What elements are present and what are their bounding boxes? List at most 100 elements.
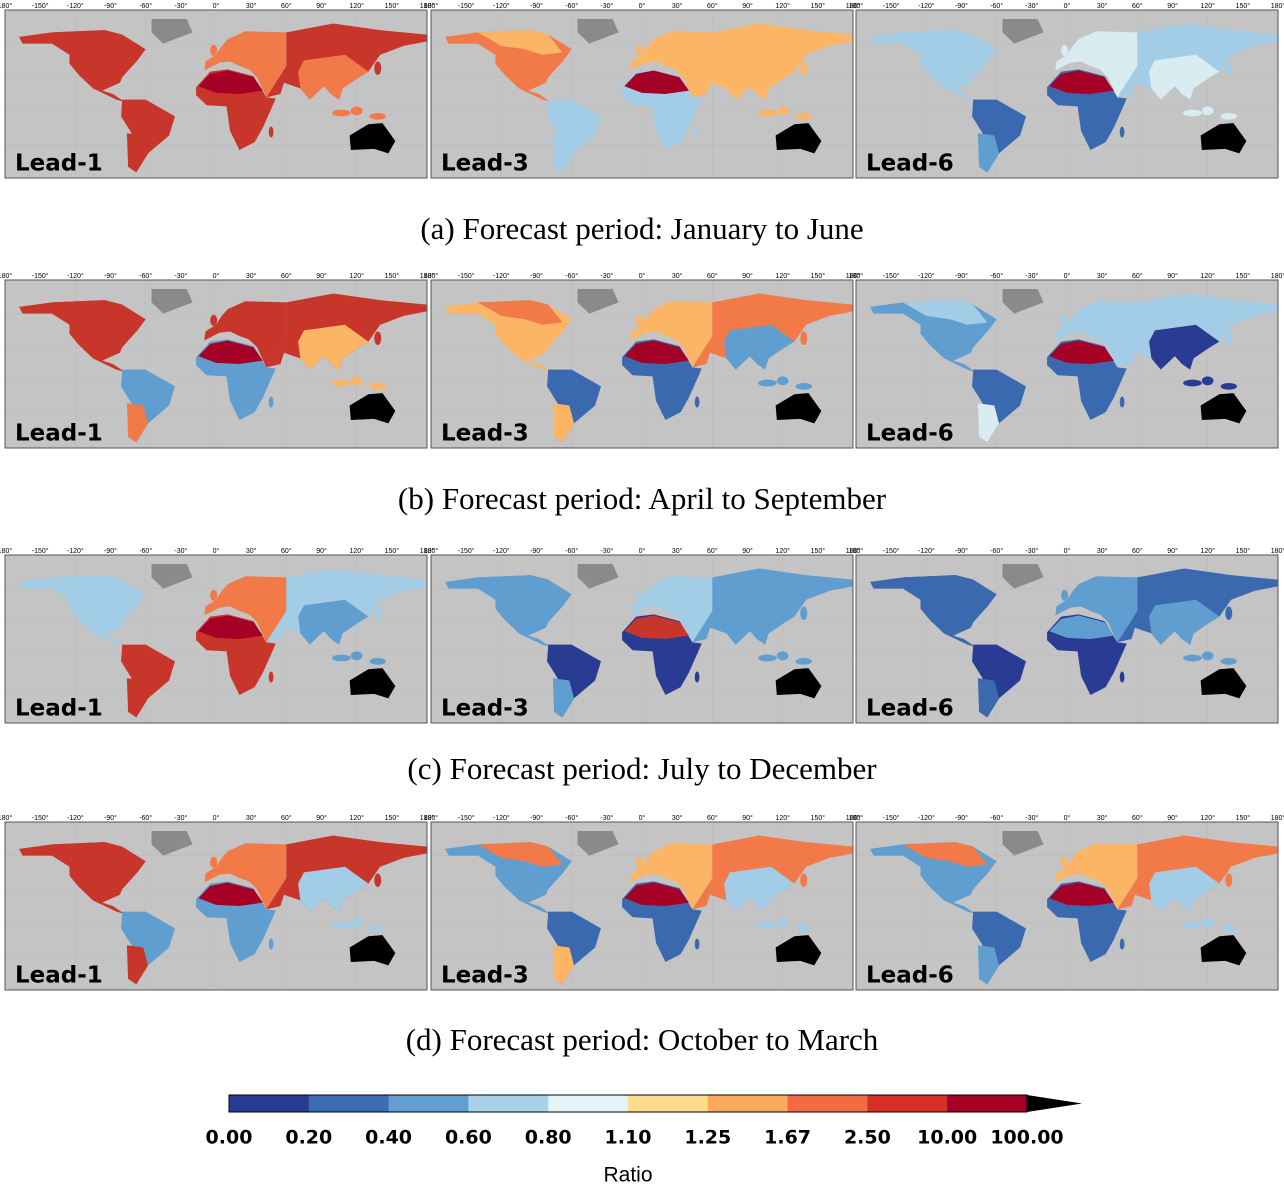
lon-tick-label: -60°	[139, 2, 152, 10]
colorbar-tick-label: 100.00	[990, 1127, 1063, 1149]
lon-tick-label: -90°	[530, 547, 543, 555]
lon-tick-label: 90°	[316, 547, 327, 555]
lon-tick-label: -120°	[918, 2, 935, 10]
lon-tick-label: -60°	[565, 814, 578, 822]
lon-tick-label: -30°	[600, 2, 613, 10]
lon-tick-label: 120°	[775, 547, 790, 555]
lon-tick-label: -120°	[493, 272, 510, 280]
lon-tick-label: 180°	[424, 272, 439, 280]
lon-tick-label: 60°	[707, 2, 718, 10]
lon-tick-label: -150°	[883, 814, 900, 822]
lead-label: Lead-3	[441, 421, 529, 447]
lon-tick-label: -30°	[174, 272, 187, 280]
lon-tick-label: -150°	[458, 814, 475, 822]
lon-tick-label: 30°	[246, 547, 257, 555]
lon-tick-label: 180°	[846, 272, 861, 280]
lon-tick-label: -90°	[955, 2, 968, 10]
lon-tick-label: -60°	[990, 272, 1003, 280]
lon-tick-label: 30°	[672, 814, 683, 822]
lead-label: Lead-6	[866, 421, 954, 447]
lon-tick-label: 150°	[1236, 2, 1251, 10]
lead-label: Lead-6	[866, 151, 954, 177]
panel-caption: (a) Forecast period: January to June	[420, 211, 863, 246]
lon-tick-label: 90°	[1167, 272, 1178, 280]
lon-tick-label: -30°	[600, 814, 613, 822]
lon-tick-label: 0°	[213, 272, 220, 280]
lon-tick-label: 30°	[246, 272, 257, 280]
lon-tick-label: 0°	[213, 814, 220, 822]
colorbar-label: Ratio	[603, 1164, 652, 1187]
lon-tick-label: 120°	[775, 2, 790, 10]
lon-tick-label: -60°	[139, 814, 152, 822]
lon-tick-label: -90°	[955, 272, 968, 280]
lon-tick-label: 90°	[742, 272, 753, 280]
lon-tick-label: -120°	[918, 547, 935, 555]
colorbar-tick-label: 0.60	[445, 1127, 492, 1149]
lon-tick-label: 0°	[639, 547, 646, 555]
lon-tick-label: -30°	[600, 547, 613, 555]
panel-caption: (d) Forecast period: October to March	[406, 1022, 879, 1057]
lon-tick-label: 180°	[0, 272, 12, 280]
colorbar-tick-label: 10.00	[917, 1127, 977, 1149]
lon-tick-label: -30°	[174, 2, 187, 10]
lon-tick-label: -60°	[990, 2, 1003, 10]
map-frame	[430, 821, 854, 991]
lon-tick-label: 180°	[1271, 814, 1284, 822]
colorbar-segment	[548, 1095, 629, 1112]
lon-tick-label: 180°	[849, 547, 864, 555]
lon-tick-label: -60°	[565, 547, 578, 555]
lon-tick-label: 60°	[1132, 814, 1143, 822]
lon-tick-label: 30°	[246, 2, 257, 10]
colorbar-tick-label: 0.20	[285, 1127, 332, 1149]
lon-tick-label: 60°	[1132, 547, 1143, 555]
map-frame	[4, 279, 428, 449]
lon-tick-label: 30°	[1097, 547, 1108, 555]
colorbar-tick-label: 0.00	[206, 1127, 253, 1149]
lon-tick-label: 0°	[639, 814, 646, 822]
lon-tick-label: 180°	[849, 814, 864, 822]
colorbar-tick-label: 1.10	[605, 1127, 652, 1149]
lon-tick-label: 120°	[775, 272, 790, 280]
lon-tick-label: -150°	[32, 2, 49, 10]
lon-tick-label: 60°	[281, 272, 292, 280]
lon-tick-label: -120°	[67, 814, 84, 822]
lon-tick-label: -150°	[883, 272, 900, 280]
lon-tick-label: -90°	[104, 272, 117, 280]
lon-tick-label: 180°	[1271, 272, 1284, 280]
lead-label: Lead-6	[866, 696, 954, 722]
lon-tick-label: 120°	[1200, 547, 1215, 555]
lon-tick-label: 180°	[420, 2, 435, 10]
colorbar-segment	[388, 1095, 469, 1112]
lon-tick-label: -90°	[104, 547, 117, 555]
lon-tick-label: -90°	[955, 547, 968, 555]
lon-tick-label: 150°	[811, 2, 826, 10]
lead-label: Lead-6	[866, 963, 954, 989]
lon-tick-label: 120°	[1200, 2, 1215, 10]
lon-tick-label: 180°	[0, 2, 12, 10]
map-frame	[855, 554, 1279, 724]
lon-tick-label: 90°	[1167, 814, 1178, 822]
lon-tick-label: 60°	[281, 547, 292, 555]
lon-tick-label: 90°	[316, 814, 327, 822]
map-frame	[4, 554, 428, 724]
colorbar-arrow	[1027, 1095, 1082, 1112]
lon-tick-label: 150°	[385, 547, 400, 555]
map-frame	[4, 821, 428, 991]
lon-tick-label: -90°	[530, 2, 543, 10]
lon-tick-label: -150°	[458, 272, 475, 280]
lon-tick-label: -120°	[493, 2, 510, 10]
lead-label: Lead-3	[441, 151, 529, 177]
lon-tick-label: 120°	[1200, 272, 1215, 280]
lon-tick-label: 180°	[846, 547, 861, 555]
lon-tick-label: 180°	[420, 272, 435, 280]
lon-tick-label: -30°	[1025, 2, 1038, 10]
lon-tick-label: -150°	[32, 814, 49, 822]
map-frame	[855, 9, 1279, 179]
lon-tick-label: 30°	[672, 2, 683, 10]
lon-tick-label: 150°	[811, 814, 826, 822]
lon-tick-label: 120°	[349, 814, 364, 822]
lead-label: Lead-3	[441, 696, 529, 722]
lon-tick-label: 30°	[1097, 2, 1108, 10]
